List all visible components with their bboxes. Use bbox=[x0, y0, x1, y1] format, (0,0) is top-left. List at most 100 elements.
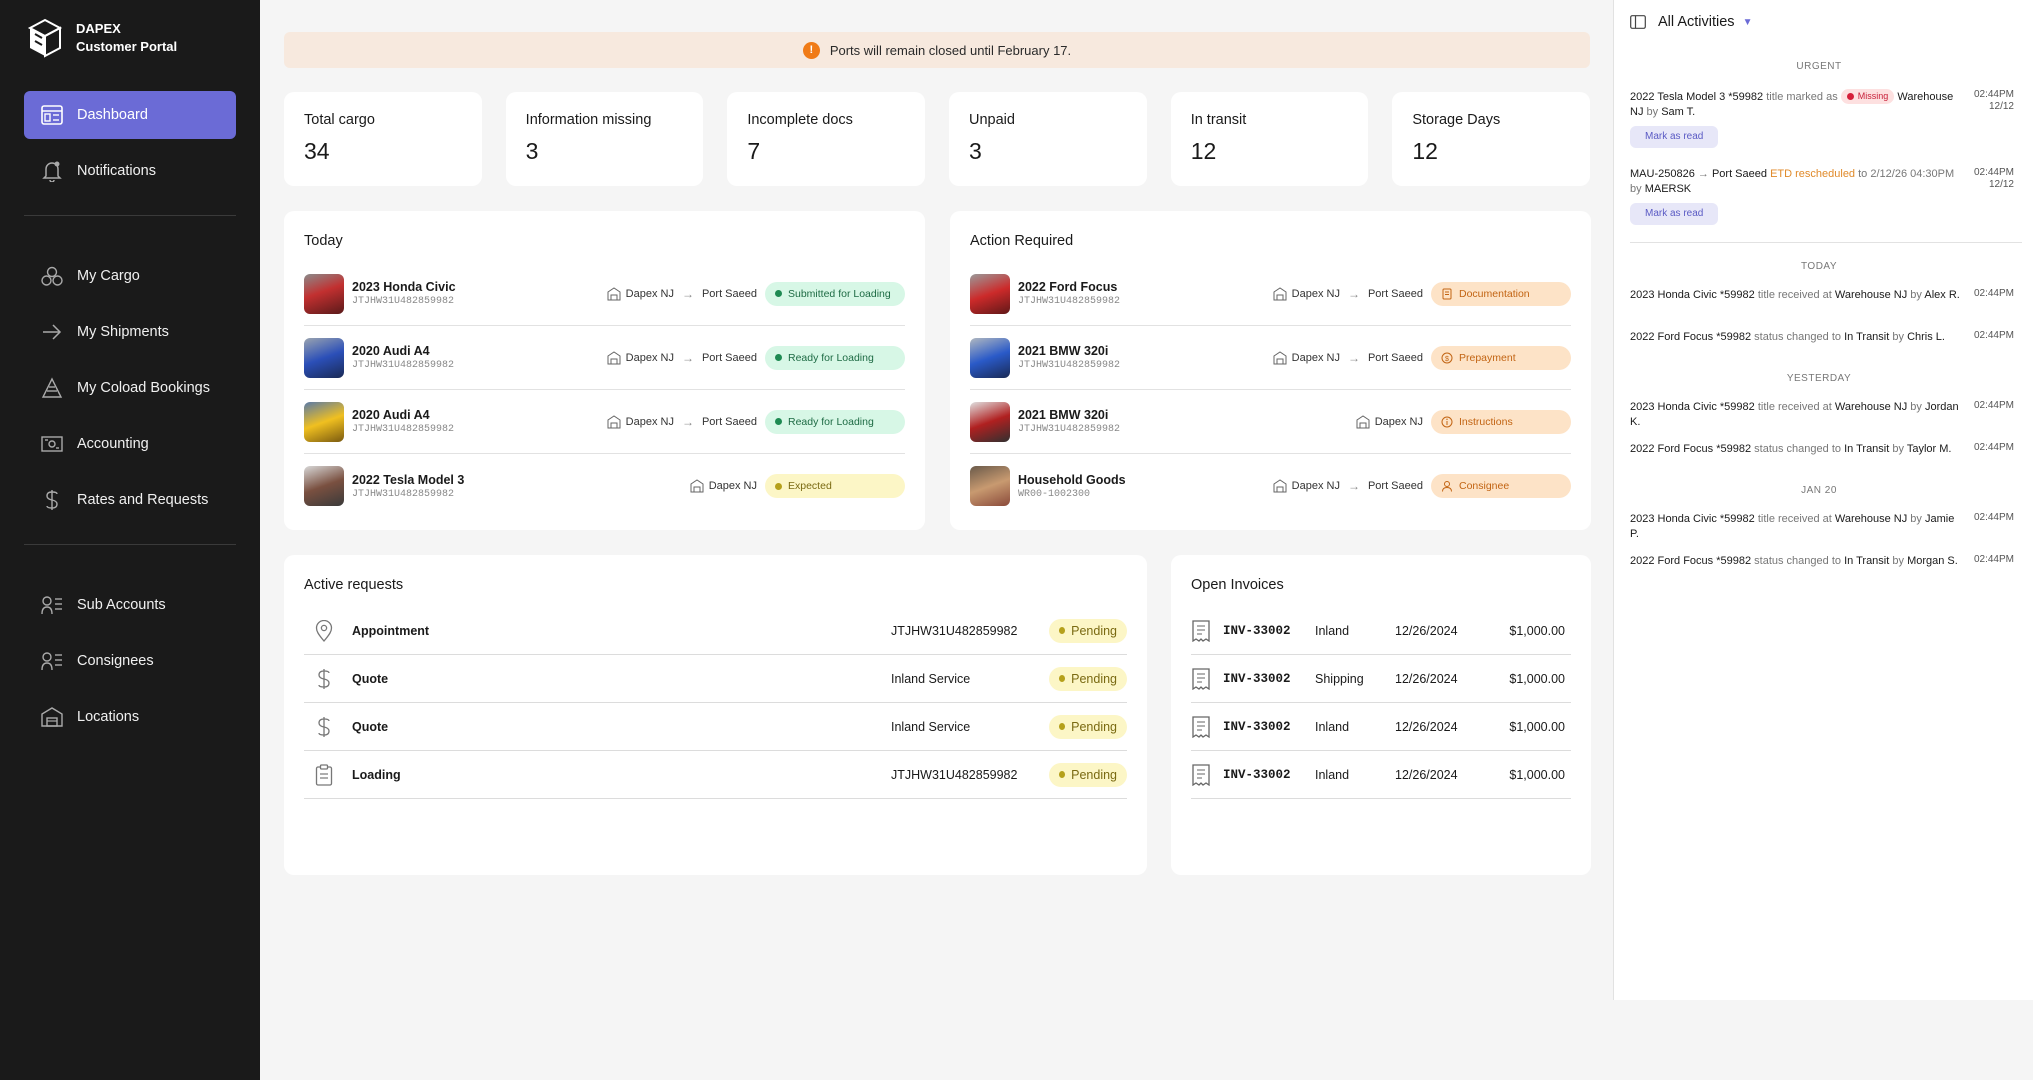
activity-item[interactable]: 2022 Tesla Model 3 *59982 title marked a… bbox=[1630, 89, 2014, 148]
request-row[interactable]: Appointment JTJHW31U482859982 Pending bbox=[304, 607, 1127, 655]
request-row[interactable]: Loading JTJHW31U482859982 Pending bbox=[304, 751, 1127, 799]
status-dot bbox=[1059, 675, 1066, 682]
action-badge[interactable]: $ Prepayment bbox=[1431, 345, 1571, 370]
today-row[interactable]: 2023 Honda Civic JTJHW31U482859982 Dapex … bbox=[304, 262, 905, 326]
mark-as-read-button[interactable]: Mark as read bbox=[1630, 126, 1719, 148]
action-row[interactable]: 2021 BMW 320i JTJHW31U482859982 Dapex NJ … bbox=[970, 326, 1571, 390]
action-row[interactable]: 2022 Ford Focus JTJHW31U482859982 Dapex N… bbox=[970, 262, 1571, 326]
status-dot bbox=[775, 354, 782, 361]
nav-my-cargo[interactable]: My Cargo bbox=[24, 252, 236, 300]
stat-label: In transit bbox=[1190, 112, 1247, 128]
activity-item[interactable]: MAU-250826 → Port Saeed ETD rescheduled … bbox=[1630, 167, 2014, 225]
nav-locations[interactable]: Locations bbox=[24, 693, 236, 741]
missing-label: Missing bbox=[1857, 91, 1889, 101]
activity-item[interactable]: 2022 Ford Focus *59982 status changed to… bbox=[1630, 554, 2014, 569]
route: Dapex NJ bbox=[1356, 414, 1423, 429]
nav-dashboard[interactable]: Dashboard bbox=[24, 91, 236, 139]
vehicle-name: 2020 Audi A4 bbox=[352, 344, 430, 358]
activity-place: Warehouse NJ bbox=[1834, 401, 1908, 413]
activity-item[interactable]: 2022 Ford Focus *59982 status changed to… bbox=[1630, 330, 2014, 345]
activity-item[interactable]: 2022 Ford Focus *59982 status changed to… bbox=[1630, 442, 2014, 457]
action-badge[interactable]: Consignee bbox=[1431, 474, 1571, 498]
request-row[interactable]: Quote Inland Service Pending bbox=[304, 655, 1127, 703]
status-label: Expected bbox=[788, 480, 832, 492]
activity-place: Warehouse NJ bbox=[1630, 91, 1954, 118]
nav-my-coload[interactable]: My Coload Bookings bbox=[24, 364, 236, 412]
dollar-icon bbox=[40, 488, 64, 512]
stat-value: 34 bbox=[304, 138, 330, 164]
invoice-date: 12/26/2024 bbox=[1395, 623, 1458, 638]
nav-rates[interactable]: Rates and Requests bbox=[24, 476, 236, 524]
stat-value: 12 bbox=[1190, 138, 1217, 164]
invoice-number: INV-33002 bbox=[1223, 623, 1291, 638]
arrow-right-icon: → bbox=[1697, 168, 1709, 180]
request-row[interactable]: Quote Inland Service Pending bbox=[304, 703, 1127, 751]
nav-dashboard-label: Dashboard bbox=[77, 107, 148, 123]
status-dot bbox=[1059, 627, 1066, 634]
activity-verb: status changed to bbox=[1754, 555, 1841, 567]
activity-item[interactable]: 2023 Honda Civic *59982 title received a… bbox=[1630, 400, 2014, 430]
banner-text: Ports will remain closed until February … bbox=[829, 42, 1072, 58]
status-badge: Pending bbox=[1049, 618, 1127, 643]
active-requests-card: Active requests Appointment JTJHW31U4828… bbox=[284, 555, 1147, 875]
activity-verb: title marked as bbox=[1766, 91, 1838, 103]
action-badge[interactable]: Instructions bbox=[1431, 409, 1571, 434]
invoice-type: Inland bbox=[1315, 623, 1350, 638]
activity-time: 02:44PM bbox=[1973, 554, 2014, 565]
activity-subject: 2023 Honda Civic *59982 bbox=[1630, 289, 1755, 301]
invoice-row[interactable]: INV-33002 Inland 12/26/2024 $1,000.00 bbox=[1191, 751, 1571, 799]
route-to: Port Saeed bbox=[701, 415, 757, 428]
stat-total-cargo[interactable]: Total cargo 34 bbox=[284, 92, 482, 186]
status-label: Ready for Loading bbox=[788, 351, 874, 364]
invoice-row[interactable]: INV-33002 Shipping 12/26/2024 $1,000.00 bbox=[1191, 655, 1571, 703]
vehicle-name: 2020 Audi A4 bbox=[352, 408, 430, 422]
panel-toggle-icon bbox=[1630, 15, 1646, 29]
mark-as-read-button[interactable]: Mark as read bbox=[1630, 203, 1719, 225]
stat-in-transit[interactable]: In transit 12 bbox=[1170, 92, 1369, 186]
nav-notifications-label: Notifications bbox=[77, 163, 156, 179]
status-badge: Pending bbox=[1049, 762, 1127, 787]
receipt-icon bbox=[1192, 667, 1210, 690]
activity-subject: 2022 Ford Focus *59982 bbox=[1630, 331, 1752, 343]
stat-storage-days[interactable]: Storage Days 12 bbox=[1392, 92, 1591, 186]
activity-item[interactable]: 2023 Honda Civic *59982 title received a… bbox=[1630, 512, 2014, 542]
status-label: Ready for Loading bbox=[788, 415, 874, 428]
stat-information-missing[interactable]: Information missing 3 bbox=[505, 92, 704, 186]
action-badge[interactable]: Documentation bbox=[1431, 281, 1571, 306]
route-from: Dapex NJ bbox=[1291, 351, 1340, 364]
invoice-row[interactable]: INV-33002 Inland 12/26/2024 $1,000.00 bbox=[1191, 607, 1571, 655]
action-row[interactable]: 2021 BMW 320i JTJHW31U482859982 Dapex NJ … bbox=[970, 390, 1571, 454]
activity-time: 02:44PM bbox=[1973, 288, 2014, 299]
brand[interactable]: DAPEX Customer Portal bbox=[26, 18, 177, 58]
today-row[interactable]: 2020 Audi A4 JTJHW31U482859982 Dapex NJ →… bbox=[304, 390, 905, 454]
action-label: Prepayment bbox=[1459, 351, 1516, 364]
nav-accounting[interactable]: Accounting bbox=[24, 420, 236, 468]
activity-dest: Port Saeed bbox=[1711, 168, 1767, 180]
nav-my-shipments[interactable]: My Shipments bbox=[24, 308, 236, 356]
activity-time: 02:44PM 12/12 bbox=[1974, 89, 2014, 113]
status-badge: Expected bbox=[765, 474, 905, 498]
stat-unpaid[interactable]: Unpaid 3 bbox=[949, 92, 1147, 186]
activity-user: Chris L. bbox=[1907, 331, 1945, 343]
activity-subject: 2022 Tesla Model 3 *59982 bbox=[1630, 91, 1764, 103]
route-to: Port Saeed bbox=[701, 351, 757, 364]
invoice-type: Shipping bbox=[1315, 671, 1364, 686]
activity-item[interactable]: 2023 Honda Civic *59982 title received a… bbox=[1630, 288, 2014, 303]
nav-consignees[interactable]: Consignees bbox=[24, 637, 236, 685]
nav-sub-accounts[interactable]: Sub Accounts bbox=[24, 581, 236, 629]
goods-photo bbox=[970, 466, 1010, 506]
route: Dapex NJ → Port Saeed bbox=[607, 351, 757, 365]
invoice-row[interactable]: INV-33002 Inland 12/26/2024 $1,000.00 bbox=[1191, 703, 1571, 751]
activity-filter[interactable]: All Activities ▼ bbox=[1630, 14, 1752, 30]
activity-subject: 2022 Ford Focus *59982 bbox=[1630, 443, 1752, 455]
route-to: Port Saeed bbox=[701, 287, 757, 300]
nav-notifications[interactable]: Notifications bbox=[24, 147, 236, 195]
action-row[interactable]: Household Goods WR00-1002300 Dapex NJ → P… bbox=[970, 454, 1571, 518]
stat-incomplete-docs[interactable]: Incomplete docs 7 bbox=[727, 92, 926, 186]
stat-label: Unpaid bbox=[969, 112, 1015, 128]
receipt-icon bbox=[1192, 715, 1210, 738]
warehouse-icon bbox=[690, 479, 704, 493]
activity-subject: 2023 Honda Civic *59982 bbox=[1630, 401, 1755, 413]
today-row[interactable]: 2020 Audi A4 JTJHW31U482859982 Dapex NJ →… bbox=[304, 326, 905, 390]
today-row[interactable]: 2022 Tesla Model 3 JTJHW31U482859982 Dape… bbox=[304, 454, 905, 518]
